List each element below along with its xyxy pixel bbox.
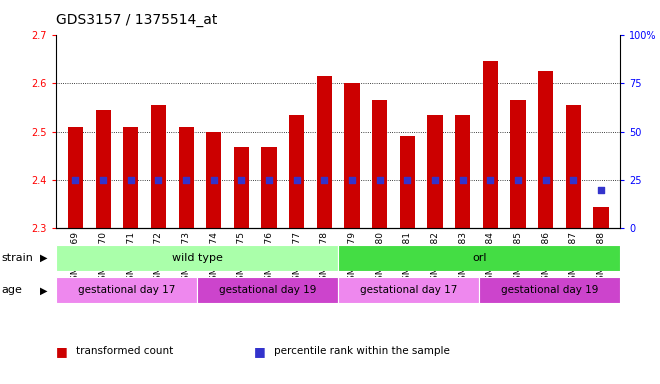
Bar	[455, 114, 471, 228]
Text: ■: ■	[56, 345, 68, 358]
Bar	[372, 100, 387, 228]
Point	[568, 177, 579, 183]
Bar	[261, 147, 277, 228]
Point	[513, 177, 523, 183]
Text: gestational day 17: gestational day 17	[78, 285, 176, 295]
Bar	[338, 245, 620, 271]
Bar	[96, 110, 111, 228]
Point	[430, 177, 440, 183]
Bar	[289, 114, 304, 228]
Bar	[206, 132, 221, 228]
Point	[374, 177, 385, 183]
Point	[457, 177, 468, 183]
Text: wild type: wild type	[172, 253, 222, 263]
Point	[98, 177, 108, 183]
Bar	[400, 136, 415, 228]
Point	[153, 177, 164, 183]
Text: age: age	[1, 285, 22, 295]
Bar	[479, 277, 620, 303]
Text: ▶: ▶	[40, 285, 48, 295]
Bar	[123, 127, 139, 228]
Text: percentile rank within the sample: percentile rank within the sample	[274, 346, 449, 356]
Point	[292, 177, 302, 183]
Text: GDS3157 / 1375514_at: GDS3157 / 1375514_at	[56, 13, 218, 27]
Bar	[197, 277, 338, 303]
Text: gestational day 17: gestational day 17	[360, 285, 457, 295]
Point	[319, 177, 330, 183]
Point	[236, 177, 247, 183]
Bar	[56, 245, 338, 271]
Point	[596, 187, 607, 193]
Point	[402, 177, 412, 183]
Bar	[317, 76, 332, 228]
Bar	[428, 114, 443, 228]
Bar	[510, 100, 525, 228]
Bar	[151, 105, 166, 228]
Point	[264, 177, 275, 183]
Bar	[566, 105, 581, 228]
Bar	[345, 83, 360, 228]
Text: transformed count: transformed count	[76, 346, 173, 356]
Text: gestational day 19: gestational day 19	[501, 285, 599, 295]
Point	[346, 177, 357, 183]
Text: ▶: ▶	[40, 253, 48, 263]
Point	[125, 177, 136, 183]
Point	[485, 177, 496, 183]
Point	[70, 177, 81, 183]
Bar	[338, 277, 479, 303]
Bar	[482, 61, 498, 228]
Text: ■: ■	[254, 345, 266, 358]
Bar	[538, 71, 553, 228]
Text: gestational day 19: gestational day 19	[219, 285, 316, 295]
Bar	[56, 277, 197, 303]
Text: strain: strain	[1, 253, 33, 263]
Point	[181, 177, 191, 183]
Bar	[68, 127, 83, 228]
Bar	[234, 147, 249, 228]
Text: orl: orl	[472, 253, 486, 263]
Bar	[593, 207, 609, 228]
Point	[541, 177, 551, 183]
Bar	[178, 127, 194, 228]
Point	[209, 177, 219, 183]
